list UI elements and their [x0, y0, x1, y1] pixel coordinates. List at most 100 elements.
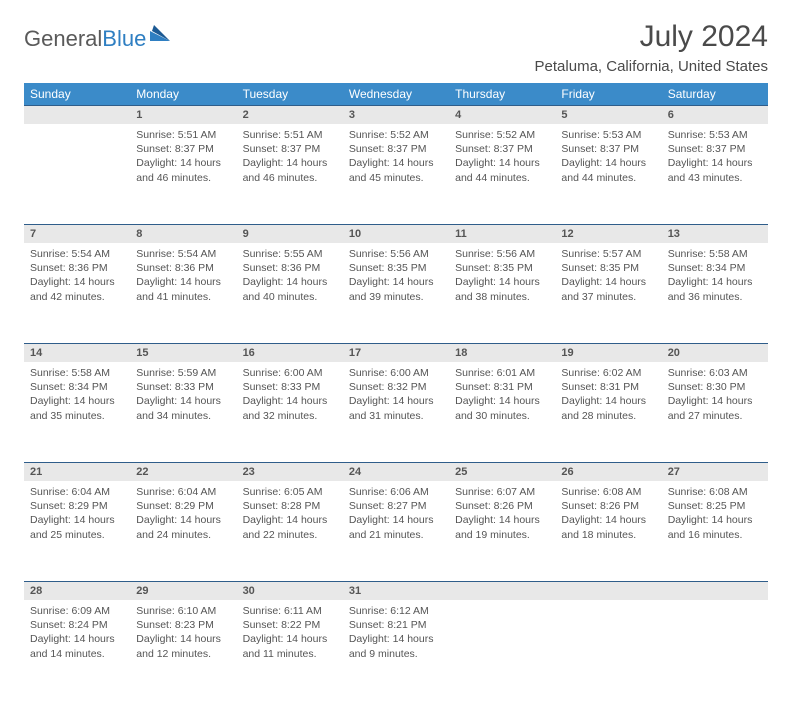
sunrise-line-label: Sunrise:: [243, 248, 284, 260]
day-number: 3: [343, 106, 449, 125]
daylight-line: Daylight: 14 hours and 36 minutes.: [668, 275, 762, 303]
daylight-line: Daylight: 14 hours and 45 minutes.: [349, 156, 443, 184]
weekday-header: Friday: [555, 83, 661, 106]
daylight-line-label: Daylight:: [136, 633, 180, 645]
sunset-line: Sunset: 8:30 PM: [668, 380, 762, 394]
sunset-line-label: Sunset:: [349, 262, 388, 274]
daylight-line: Daylight: 14 hours and 25 minutes.: [30, 513, 124, 541]
sunset-line: Sunset: 8:29 PM: [30, 499, 124, 513]
sunrise-line: Sunrise: 6:08 AM: [668, 485, 762, 499]
day-cell: Sunrise: 5:56 AMSunset: 8:35 PMDaylight:…: [449, 243, 555, 344]
sunrise-line-label: Sunrise:: [349, 129, 390, 141]
day-number: 21: [24, 463, 130, 482]
daylight-line: Daylight: 14 hours and 14 minutes.: [30, 632, 124, 660]
sunrise-line-value: 5:59 AM: [178, 367, 217, 379]
daylight-line-label: Daylight:: [561, 514, 605, 526]
sunrise-line: Sunrise: 5:52 AM: [455, 128, 549, 142]
daylight-line: Daylight: 14 hours and 16 minutes.: [668, 513, 762, 541]
sunrise-line: Sunrise: 6:00 AM: [243, 366, 337, 380]
day-content-row: Sunrise: 6:09 AMSunset: 8:24 PMDaylight:…: [24, 600, 768, 700]
sunrise-line-label: Sunrise:: [561, 486, 602, 498]
day-number: 22: [130, 463, 236, 482]
daylight-line-label: Daylight:: [668, 395, 712, 407]
day-cell: Sunrise: 5:56 AMSunset: 8:35 PMDaylight:…: [343, 243, 449, 344]
sunrise-line-value: 6:00 AM: [390, 367, 429, 379]
daylight-line: Daylight: 14 hours and 44 minutes.: [561, 156, 655, 184]
weekday-header: Monday: [130, 83, 236, 106]
sunset-line: Sunset: 8:37 PM: [561, 142, 655, 156]
day-cell: Sunrise: 5:54 AMSunset: 8:36 PMDaylight:…: [130, 243, 236, 344]
daylight-line: Daylight: 14 hours and 27 minutes.: [668, 394, 762, 422]
sunset-line: Sunset: 8:37 PM: [668, 142, 762, 156]
daylight-line: Daylight: 14 hours and 30 minutes.: [455, 394, 549, 422]
sunset-line: Sunset: 8:37 PM: [455, 142, 549, 156]
daylight-line: Daylight: 14 hours and 46 minutes.: [243, 156, 337, 184]
sunrise-line-value: 6:12 AM: [390, 605, 429, 617]
daylight-line: Daylight: 14 hours and 43 minutes.: [668, 156, 762, 184]
day-number-row: 21222324252627: [24, 463, 768, 482]
sunset-line-label: Sunset:: [349, 381, 388, 393]
day-cell: Sunrise: 6:08 AMSunset: 8:26 PMDaylight:…: [555, 481, 661, 582]
logo: GeneralBlue: [24, 20, 174, 52]
day-content-row: Sunrise: 5:51 AMSunset: 8:37 PMDaylight:…: [24, 124, 768, 225]
sunrise-line-label: Sunrise:: [455, 367, 496, 379]
sunset-line-label: Sunset:: [30, 619, 69, 631]
daylight-line-label: Daylight:: [136, 157, 180, 169]
sunrise-line-label: Sunrise:: [455, 248, 496, 260]
day-number: 12: [555, 225, 661, 244]
daylight-line-label: Daylight:: [455, 276, 499, 288]
sunset-line-label: Sunset:: [561, 381, 600, 393]
day-content-row: Sunrise: 6:04 AMSunset: 8:29 PMDaylight:…: [24, 481, 768, 582]
daylight-line: Daylight: 14 hours and 40 minutes.: [243, 275, 337, 303]
day-number: 17: [343, 344, 449, 363]
sunrise-line-label: Sunrise:: [561, 129, 602, 141]
sunrise-line: Sunrise: 6:00 AM: [349, 366, 443, 380]
day-number: 2: [237, 106, 343, 125]
day-number: 1: [130, 106, 236, 125]
sunset-line-value: 8:29 PM: [175, 500, 214, 512]
day-number-row: 123456: [24, 106, 768, 125]
daylight-line-label: Daylight:: [349, 633, 393, 645]
sunrise-line: Sunrise: 6:11 AM: [243, 604, 337, 618]
day-number: 14: [24, 344, 130, 363]
day-cell: Sunrise: 5:52 AMSunset: 8:37 PMDaylight:…: [343, 124, 449, 225]
day-number-row: 78910111213: [24, 225, 768, 244]
sunset-line-label: Sunset:: [349, 500, 388, 512]
sunrise-line: Sunrise: 5:53 AM: [668, 128, 762, 142]
sunrise-line-label: Sunrise:: [349, 367, 390, 379]
sunset-line-value: 8:31 PM: [494, 381, 533, 393]
day-cell: Sunrise: 5:52 AMSunset: 8:37 PMDaylight:…: [449, 124, 555, 225]
sunset-line-value: 8:23 PM: [175, 619, 214, 631]
daylight-line: Daylight: 14 hours and 18 minutes.: [561, 513, 655, 541]
day-number: 10: [343, 225, 449, 244]
sunrise-line-value: 5:58 AM: [709, 248, 748, 260]
day-number: 24: [343, 463, 449, 482]
sunrise-line: Sunrise: 5:57 AM: [561, 247, 655, 261]
sunset-line-value: 8:36 PM: [69, 262, 108, 274]
day-number-empty: [555, 582, 661, 601]
sunset-line: Sunset: 8:28 PM: [243, 499, 337, 513]
day-number: 9: [237, 225, 343, 244]
day-number: 31: [343, 582, 449, 601]
weekday-header: Sunday: [24, 83, 130, 106]
day-number: 29: [130, 582, 236, 601]
day-cell: Sunrise: 6:04 AMSunset: 8:29 PMDaylight:…: [130, 481, 236, 582]
daylight-line-label: Daylight:: [349, 157, 393, 169]
sunrise-line-value: 5:54 AM: [178, 248, 217, 260]
sunrise-line-label: Sunrise:: [30, 486, 71, 498]
day-cell: Sunrise: 6:00 AMSunset: 8:33 PMDaylight:…: [237, 362, 343, 463]
day-number-empty: [24, 106, 130, 125]
weekday-header-row: Sunday Monday Tuesday Wednesday Thursday…: [24, 83, 768, 106]
sunset-line: Sunset: 8:31 PM: [455, 380, 549, 394]
sunset-line-label: Sunset:: [455, 262, 494, 274]
sunset-line: Sunset: 8:35 PM: [561, 261, 655, 275]
sunset-line-value: 8:31 PM: [600, 381, 639, 393]
sunset-line-value: 8:24 PM: [69, 619, 108, 631]
sunrise-line-label: Sunrise:: [349, 605, 390, 617]
sunrise-line-label: Sunrise:: [243, 486, 284, 498]
day-cell-empty: [555, 600, 661, 700]
daylight-line: Daylight: 14 hours and 41 minutes.: [136, 275, 230, 303]
sunset-line-value: 8:32 PM: [387, 381, 426, 393]
sunset-line-label: Sunset:: [455, 500, 494, 512]
sunrise-line-value: 5:51 AM: [284, 129, 323, 141]
